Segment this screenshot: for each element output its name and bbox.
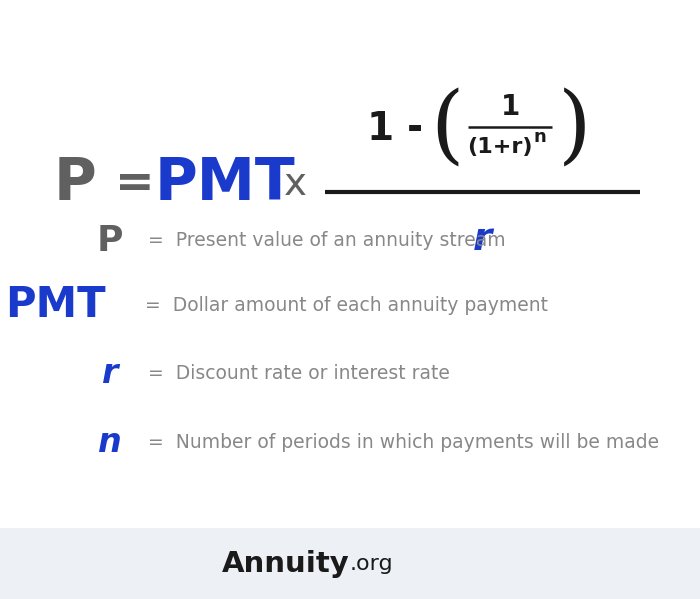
Text: .org: .org xyxy=(350,553,393,574)
Bar xyxy=(0,528,700,599)
Text: (: ( xyxy=(430,87,463,171)
Text: =  Discount rate or interest rate: = Discount rate or interest rate xyxy=(148,364,450,383)
Text: r: r xyxy=(102,357,118,391)
Text: Annuity: Annuity xyxy=(223,550,350,577)
Text: 1: 1 xyxy=(366,110,393,148)
Text: n: n xyxy=(533,128,547,146)
Text: =: = xyxy=(116,162,155,207)
Text: PMT: PMT xyxy=(155,156,295,213)
Text: =  Present value of an annuity stream: = Present value of an annuity stream xyxy=(148,231,505,250)
Text: n: n xyxy=(98,425,122,459)
Text: 1: 1 xyxy=(500,93,519,121)
Text: (1+r): (1+r) xyxy=(468,137,533,157)
Text: =  Dollar amount of each annuity payment: = Dollar amount of each annuity payment xyxy=(145,296,548,315)
Text: =  Number of periods in which payments will be made: = Number of periods in which payments wi… xyxy=(148,432,659,452)
Text: -: - xyxy=(407,110,423,148)
Text: PMT: PMT xyxy=(5,285,105,326)
Text: x: x xyxy=(284,165,307,203)
Text: r: r xyxy=(473,220,492,258)
Text: P: P xyxy=(97,224,123,258)
Text: ): ) xyxy=(558,87,591,171)
Text: P: P xyxy=(54,156,97,213)
